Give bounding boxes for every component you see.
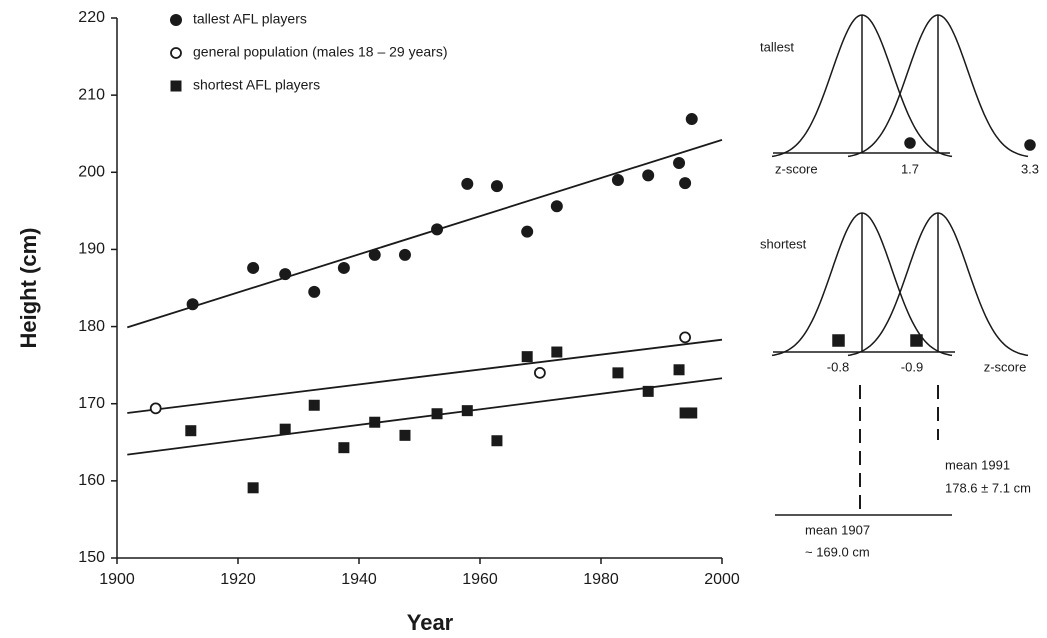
square-marker <box>399 429 411 441</box>
circle-marker <box>642 169 655 182</box>
mean-value: ~ 169.0 cm <box>805 544 870 559</box>
trend-line <box>127 139 723 329</box>
square-marker <box>679 407 691 419</box>
circle-marker <box>431 223 444 236</box>
y-tick-label: 220 <box>78 9 105 26</box>
z-value: -0.9 <box>901 359 923 374</box>
z-square <box>832 334 845 347</box>
circle-marker <box>550 200 563 213</box>
mean-label: mean 1907 <box>805 522 870 537</box>
square-marker <box>247 482 259 494</box>
circle-marker <box>679 177 692 190</box>
y-axis-title: Height (cm) <box>16 228 41 349</box>
circle-marker <box>308 285 321 298</box>
y-tick-label: 180 <box>78 318 105 335</box>
open-circle-marker <box>679 331 691 344</box>
z-value: 1.7 <box>901 161 919 176</box>
panel-label: tallest <box>760 39 794 54</box>
square-marker <box>170 80 182 92</box>
bell-curve <box>847 14 1029 158</box>
trend-line <box>127 377 723 456</box>
square-marker <box>431 408 443 420</box>
circle-marker <box>398 248 411 261</box>
legend-label: tallest AFL players <box>193 11 307 27</box>
y-tick-label: 160 <box>78 472 105 489</box>
circle-marker <box>490 180 503 193</box>
z-square <box>910 334 923 347</box>
circle-marker <box>368 248 381 261</box>
square-marker <box>369 416 381 428</box>
side-panels <box>771 14 1036 516</box>
panel-label: shortest <box>760 236 807 251</box>
circle-marker <box>337 261 350 274</box>
trend-line <box>127 338 723 414</box>
x-tick-label: 1920 <box>220 571 256 588</box>
square-marker <box>642 385 654 397</box>
open-circle-marker <box>149 402 162 415</box>
square-marker <box>551 346 563 358</box>
y-tick-label: 210 <box>78 86 105 103</box>
x-tick-label: 1980 <box>583 571 619 588</box>
y-tick-label: 170 <box>78 395 105 412</box>
x-axis-title: Year <box>407 610 454 635</box>
square-marker <box>308 399 320 411</box>
bell-curve <box>771 14 953 158</box>
mean-label: mean 1991 <box>945 457 1010 472</box>
square-marker <box>686 407 698 419</box>
square-marker <box>612 367 624 379</box>
y-tick-label: 190 <box>78 241 105 258</box>
x-tick-label: 2000 <box>704 571 740 588</box>
z-dot <box>904 137 916 149</box>
x-tick-label: 1960 <box>462 571 498 588</box>
z-axis-label: z-score <box>775 161 818 176</box>
legend-label: shortest AFL players <box>193 77 320 93</box>
open-circle-marker <box>533 366 546 379</box>
z-dot <box>1024 139 1036 151</box>
mean-value: 178.6 ± 7.1 cm <box>945 480 1031 495</box>
bell-curve <box>847 212 1029 357</box>
x-tick-label: 1900 <box>99 571 135 588</box>
circle-marker <box>673 157 686 170</box>
square-marker <box>521 351 533 363</box>
legend-label: general population (males 18 – 29 years) <box>193 44 448 60</box>
y-tick-label: 200 <box>78 164 105 181</box>
circle-marker <box>279 268 292 281</box>
circle-marker <box>685 113 698 126</box>
z-value: -0.8 <box>827 359 849 374</box>
square-marker <box>338 442 350 454</box>
square-marker <box>491 435 503 447</box>
z-axis-label: z-score <box>984 359 1027 374</box>
circle-marker <box>521 225 534 238</box>
circle-marker <box>170 14 182 26</box>
z-value: 3.3 <box>1021 161 1039 176</box>
x-tick-label: 1940 <box>341 571 377 588</box>
open-circle-marker <box>170 47 182 59</box>
square-marker <box>673 364 685 376</box>
circle-marker <box>611 174 624 186</box>
bell-curve <box>771 212 953 357</box>
circle-marker <box>461 177 474 190</box>
square-marker <box>461 405 473 417</box>
y-tick-label: 150 <box>78 549 105 566</box>
circle-marker <box>247 261 260 274</box>
square-marker <box>279 423 291 435</box>
square-marker <box>185 425 197 437</box>
circle-marker <box>186 298 199 311</box>
